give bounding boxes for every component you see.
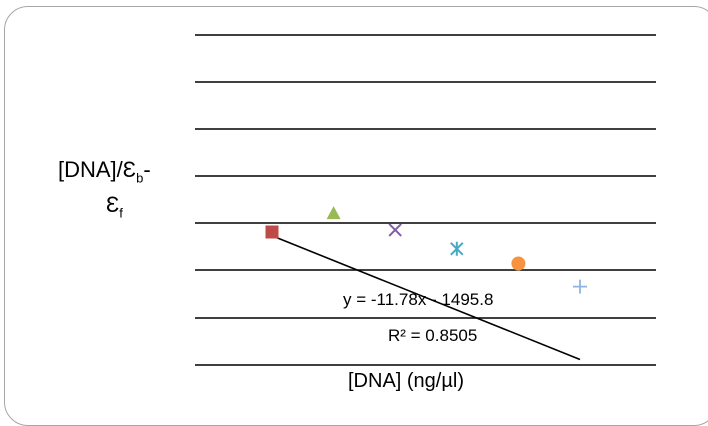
data-point-1-triangle [326,206,341,220]
r-squared-label: R² = 0.8505 [388,326,478,345]
x-axis-label: [DNA] (ng/µl) [348,370,464,392]
plot-area [195,34,656,366]
data-point-0-square [265,225,279,239]
y-axis-label: [DNA]/Ɛb- Ɛf [58,156,208,227]
trendline [271,235,581,361]
data-point-4-circle [511,256,526,271]
data-point-2-x [388,223,402,237]
y-axis-label-dash: - [143,157,151,182]
y-axis-label-sub-b: b [136,170,144,186]
data-point-3-star [450,241,464,256]
data-point-5-plus [573,279,587,294]
y-axis-label-line2: Ɛ [106,192,120,218]
y-axis-label-sub-f: f [119,205,123,221]
y-axis-label-main: [DNA]/Ɛ [58,157,137,182]
trendline-equation: y = -11.78x - 1495.8 [343,290,494,309]
